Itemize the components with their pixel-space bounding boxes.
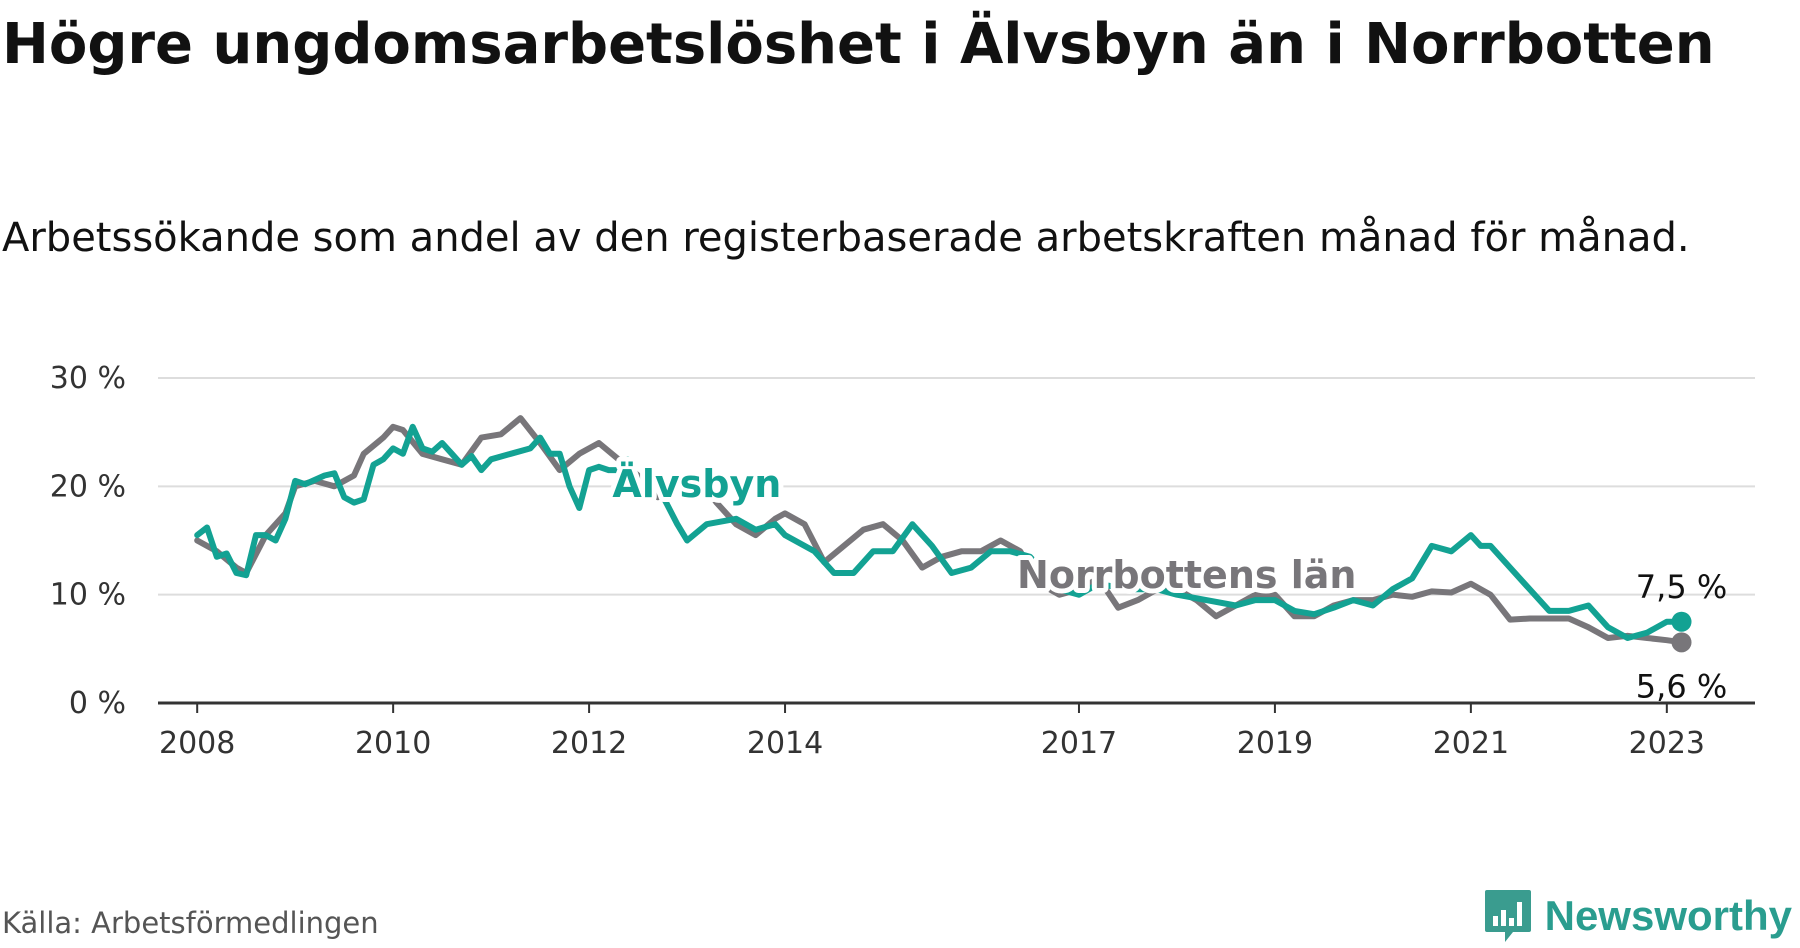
- series-labels: 5,6 % 7,5 % Älvsbyn Norrbottens län: [607, 457, 1727, 705]
- brand-logo[interactable]: Newsworthy: [1483, 888, 1792, 944]
- chart-title: Högre ungdomsarbetslöshet i Älvsbyn än i…: [2, 12, 1715, 77]
- y-tick-label: 10 %: [50, 578, 126, 613]
- chart-subtitle: Arbetssökande som andel av den registerb…: [2, 215, 1690, 261]
- series-name-label: Norrbottens län: [1017, 553, 1356, 597]
- series-end-point: [1671, 632, 1692, 653]
- series-end-label: 5,6 %: [1636, 667, 1727, 705]
- x-tick-label: 2008: [159, 726, 235, 761]
- series-lines: [194, 415, 1685, 646]
- series-end-point: [1671, 611, 1692, 632]
- series-end-label: 7,5 %: [1636, 568, 1727, 606]
- x-tick-label: 2014: [747, 726, 823, 761]
- x-tick-label: 2017: [1041, 726, 1117, 761]
- x-tick-label: 2019: [1237, 726, 1313, 761]
- x-tick-label: 2010: [355, 726, 431, 761]
- grid-lines: [158, 377, 1755, 596]
- line-chart: 0 % 10 % 20 % 30 % 2008 2010 2012 2014 2017 2019 2…: [50, 361, 1755, 761]
- source-note: Källa: Arbetsförmedlingen: [2, 906, 379, 940]
- newsworthy-logo-icon: [1484, 890, 1531, 942]
- brand-name: Newsworthy: [1544, 892, 1792, 939]
- axes: 0 % 10 % 20 % 30 % 2008 2010 2012 2014 2017 2019 2…: [50, 361, 1755, 761]
- series-name-label: Älvsbyn: [612, 462, 781, 506]
- y-tick-label: 30 %: [50, 361, 126, 396]
- x-tick-label: 2012: [551, 726, 627, 761]
- x-tick-label: 2023: [1629, 726, 1705, 761]
- series-line--lvsbyn: [194, 423, 1685, 641]
- y-tick-label: 0 %: [69, 686, 126, 721]
- series-line-norrbottens-l-n: [194, 415, 1685, 646]
- x-tick-label: 2021: [1433, 726, 1509, 761]
- y-tick-label: 20 %: [50, 469, 126, 504]
